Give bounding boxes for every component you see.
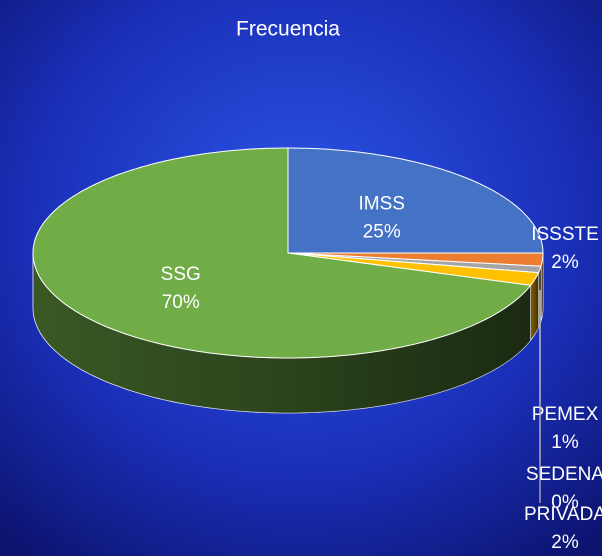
data-label-name: ISSSTE bbox=[531, 224, 599, 245]
data-label-value: 2% bbox=[551, 252, 579, 273]
data-label-name: SEDENA bbox=[526, 464, 602, 485]
data-label-name: IMSS bbox=[359, 193, 405, 214]
data-label-value: 0% bbox=[551, 492, 579, 513]
data-label-value: 25% bbox=[363, 221, 401, 242]
side-shading bbox=[530, 272, 539, 341]
side-shading bbox=[541, 253, 543, 322]
data-label-name: SSG bbox=[161, 264, 201, 285]
pie-slice bbox=[32, 147, 532, 359]
pie-slice bbox=[287, 147, 544, 254]
labels: IMSS 25% ISSSTE 2% PEMEX 1% SEDENA 0%PRIVADA 2% S… bbox=[161, 193, 602, 553]
data-label-name: PRIVADA bbox=[524, 504, 602, 525]
data-label-value: 2% bbox=[551, 532, 579, 553]
pie bbox=[32, 147, 544, 414]
data-label-value: 70% bbox=[162, 292, 200, 313]
data-label-value: 1% bbox=[551, 432, 579, 453]
chart-title: Frecuencia bbox=[236, 18, 340, 41]
data-label-name: PEMEX bbox=[532, 404, 599, 425]
side-shading bbox=[33, 253, 531, 413]
